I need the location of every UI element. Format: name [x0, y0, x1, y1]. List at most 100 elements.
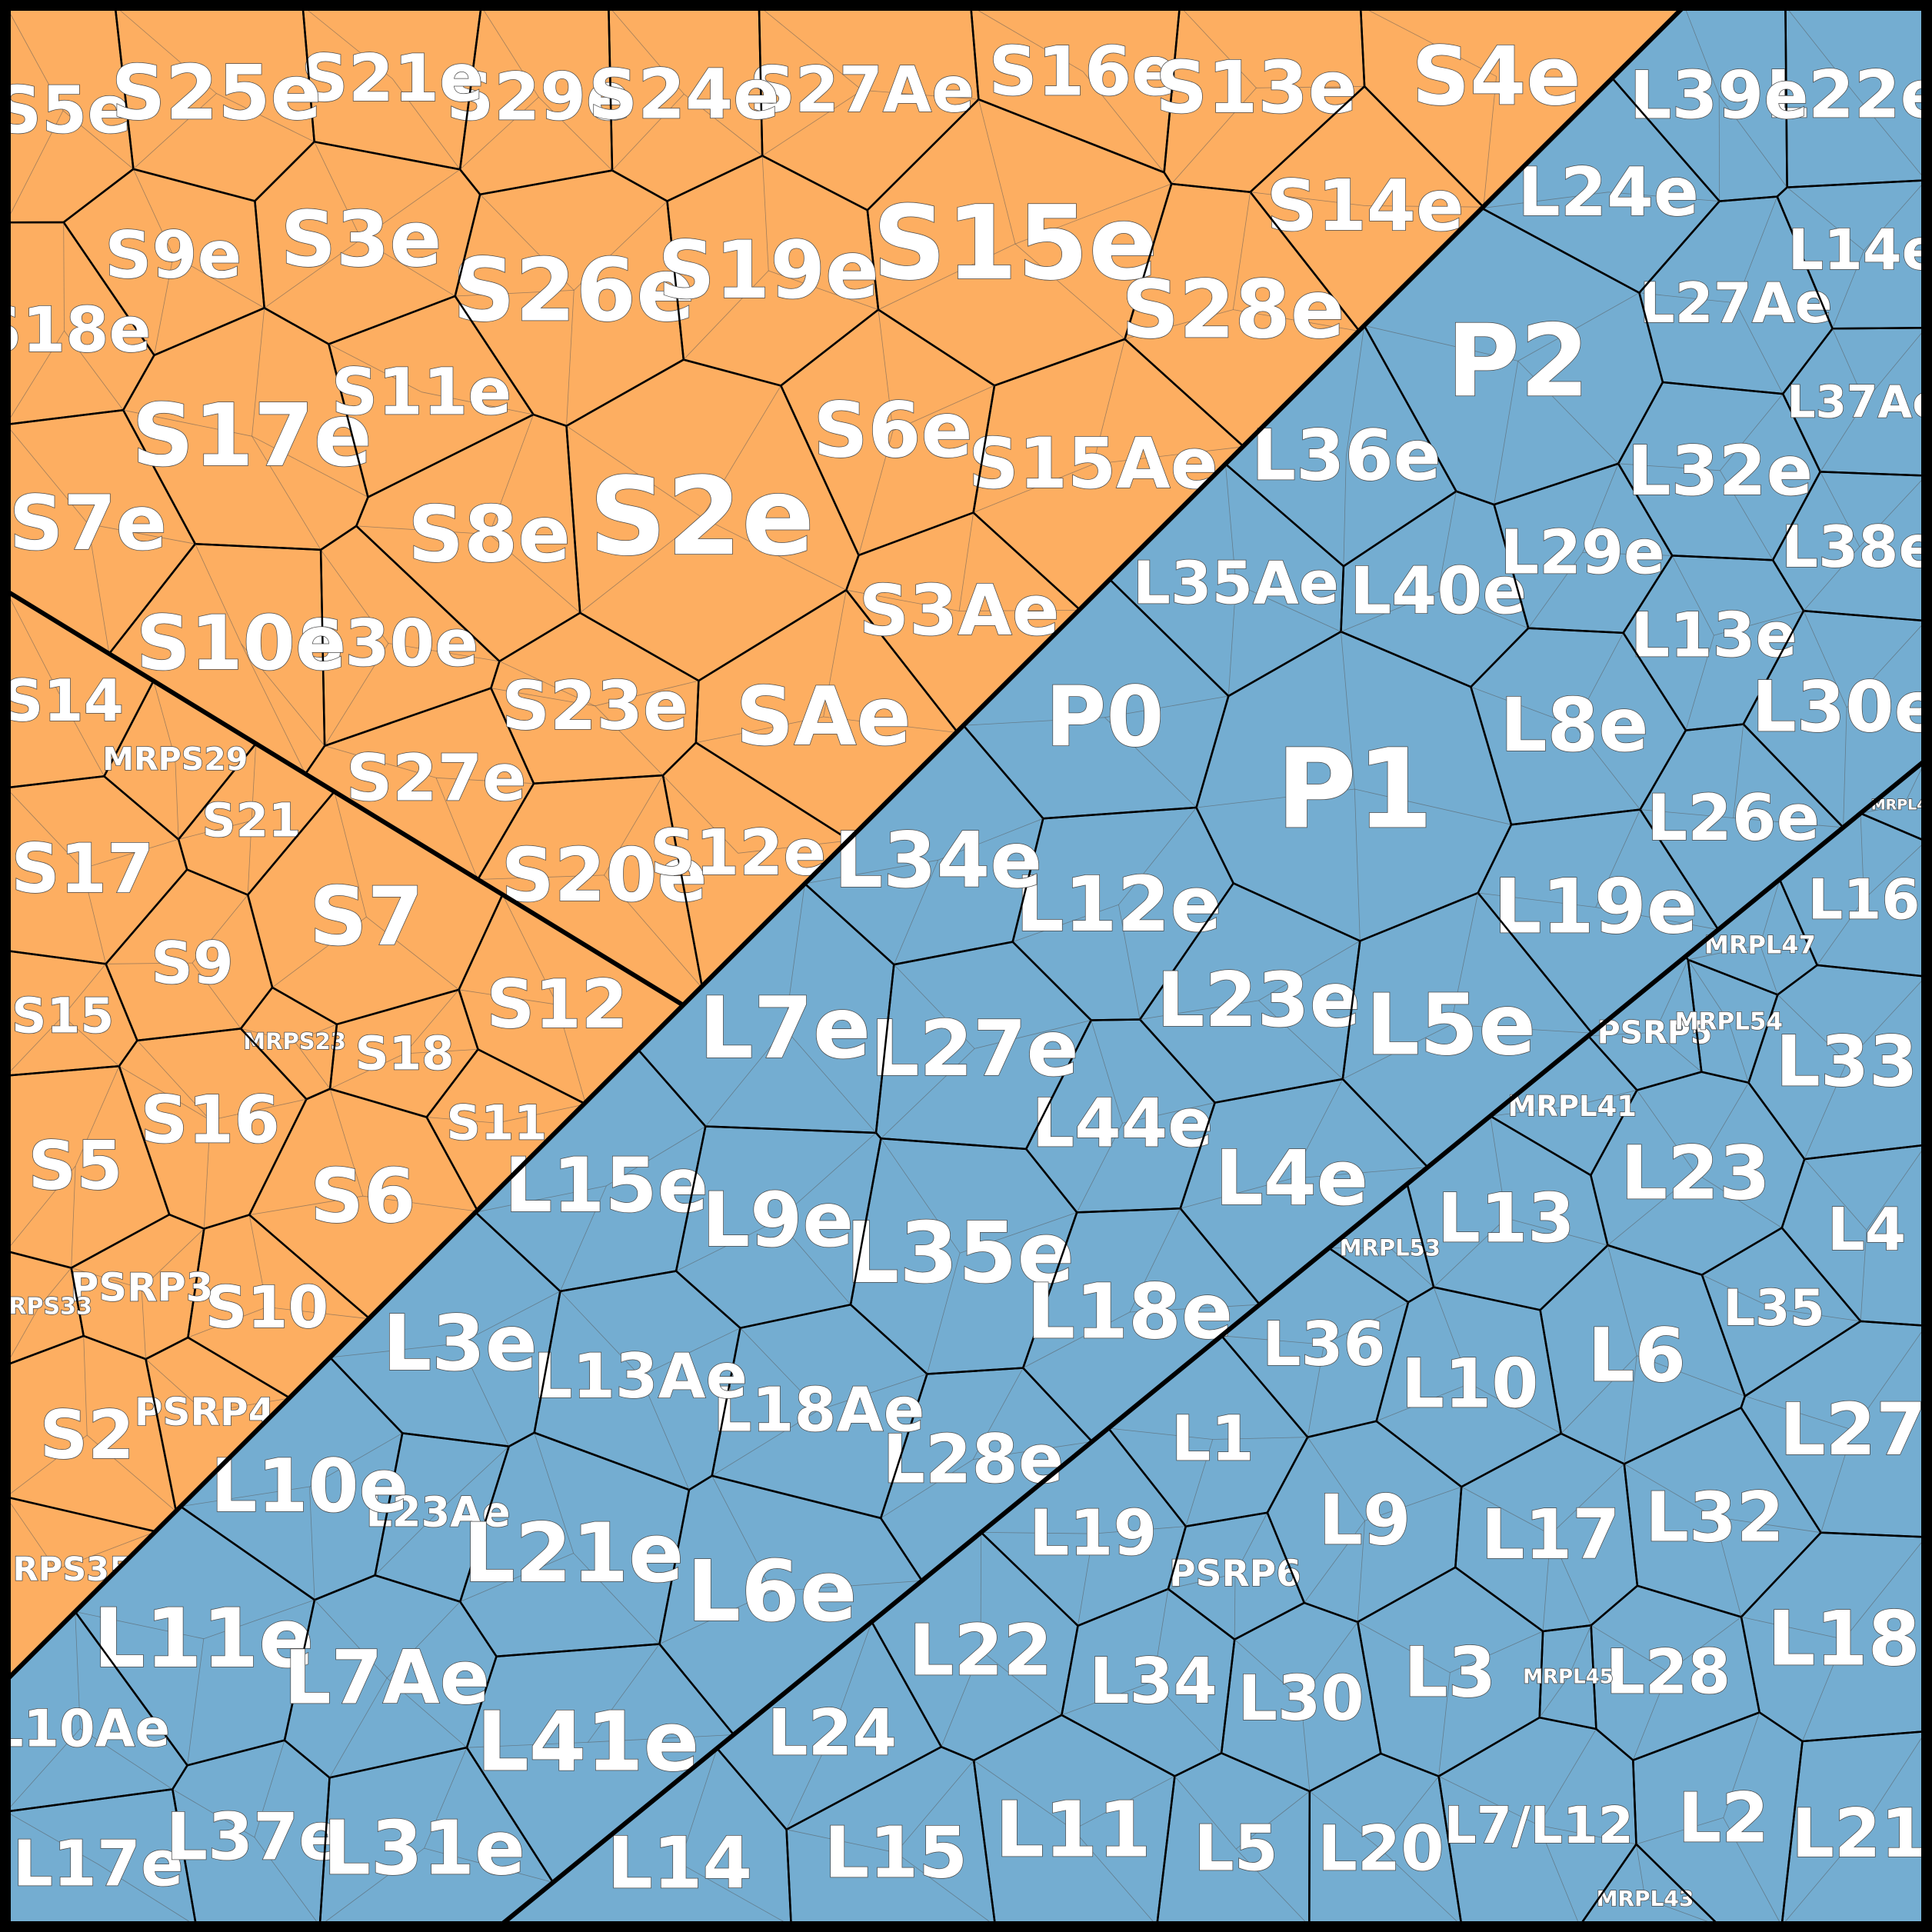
cell-l3e: L3e — [328, 1211, 561, 1447]
cell-subdivision — [1572, 1090, 1637, 1107]
cell-subdivision — [1608, 192, 1720, 202]
cell-subdivision — [1538, 1824, 1637, 1845]
cell-subdivision — [458, 989, 558, 1005]
cell-label: MRPL54 — [1675, 1008, 1783, 1036]
cell-subdivision — [203, 1120, 211, 1229]
cell-subdivision — [958, 512, 974, 611]
cell-subdivision — [1632, 1671, 1669, 1760]
cell-l4: L4 — [1780, 1144, 1927, 1327]
cell-subdivision — [5, 1434, 88, 1497]
cell-subdivision — [386, 1601, 461, 1678]
cell-label: S27e — [346, 740, 526, 815]
cell-label: L15 — [824, 1811, 968, 1894]
cell-subdivision — [758, 5, 863, 91]
cell-subdivision — [115, 5, 217, 94]
cell-l40e: L40e — [1340, 490, 1530, 688]
cell-label: L35 — [1724, 1280, 1825, 1337]
cell-subdivision — [1607, 1173, 1696, 1246]
cell-subdivision — [241, 643, 325, 747]
cell-subdivision — [1637, 1090, 1696, 1174]
cell-label: L16 — [1807, 867, 1920, 931]
cell-subdivision — [460, 1553, 574, 1602]
cell-subdivision — [123, 409, 252, 437]
cell-label: MRPL43 — [1597, 1886, 1694, 1911]
cell-subdivision — [1624, 1464, 1715, 1517]
cell-subdivision — [1171, 88, 1257, 185]
cell-subdivision — [86, 1434, 177, 1512]
cell-subdivision — [858, 430, 894, 556]
cell-s12: S12 — [458, 893, 687, 1106]
cell-subdivision — [1654, 959, 1689, 1033]
cell-subdivision — [192, 962, 242, 1029]
cell-subdivision — [1078, 1534, 1094, 1626]
cell-label: PSRP6 — [1169, 1553, 1301, 1595]
cell-subdivision — [1341, 631, 1355, 790]
cell-subdivision — [334, 791, 367, 918]
cell-subdivision — [1687, 959, 1730, 1022]
cell-l19: L19 — [979, 1427, 1188, 1627]
cell-label: L11e — [93, 1591, 314, 1686]
cell-subdivision — [604, 874, 703, 989]
cell-subdivision — [1093, 1526, 1186, 1534]
cell-subdivision — [1637, 1355, 1745, 1397]
cell-subdivision — [247, 821, 252, 895]
cell-subdivision — [895, 1852, 996, 1927]
cell-label: S28e — [1121, 263, 1344, 357]
cell-subdivision — [1364, 205, 1484, 208]
cell-subdivision — [1179, 5, 1257, 88]
cell-subdivision — [973, 1760, 1074, 1830]
cell-psrp5: PSRP5 — [1587, 954, 1713, 1091]
cell-subdivision — [1481, 192, 1609, 209]
cell-label: S7e — [9, 480, 167, 568]
cell-boundary — [283, 1574, 498, 1779]
cell-subdivision — [1376, 1383, 1471, 1422]
cell-subdivision — [248, 1214, 268, 1307]
cell-l21e: L21e — [458, 1431, 691, 1658]
cell-s10e: S10e — [108, 542, 347, 775]
cell-subdivision — [973, 1441, 1093, 1460]
cell-subdivision — [1636, 1817, 1724, 1845]
cell-l26e: L26e — [1639, 723, 1845, 931]
cell-subdivision — [1574, 724, 1641, 810]
cell-subdivision — [684, 93, 763, 156]
cell-label: L15e — [505, 1142, 708, 1230]
cell-label: S6 — [310, 1153, 415, 1240]
cell-subdivision — [1832, 250, 1864, 329]
cell-subdivision — [319, 1847, 425, 1927]
cell-label: L12e — [1016, 861, 1222, 949]
cell-subdivision — [455, 290, 575, 297]
cell-label: S26e — [453, 239, 695, 341]
cell-label: L36 — [1262, 1309, 1385, 1380]
cell-s7: S7 — [246, 790, 504, 1026]
cell-mrpl41: MRPL41 — [1488, 1034, 1638, 1177]
cell-subdivision — [588, 1734, 734, 1743]
cell-subdivision — [1760, 944, 1778, 995]
cell-subdivision — [254, 1837, 321, 1927]
cell-subdivision — [488, 414, 534, 535]
cell-label: L10Ae — [0, 1699, 170, 1759]
cell-subdivision — [460, 1291, 561, 1344]
cell-subdivision — [701, 385, 781, 518]
cell-label: S16 — [140, 1082, 280, 1159]
cell-subdivision — [496, 1104, 586, 1124]
cell-s9e: S9e — [62, 168, 266, 357]
cell-subdivision — [175, 758, 179, 840]
cell-subdivision — [1104, 717, 1197, 808]
cell-subdivision — [71, 1267, 142, 1289]
cell-label: S12e — [650, 817, 826, 890]
cell-subdivision — [1654, 1032, 1702, 1073]
cell-subdivision — [588, 1644, 660, 1743]
cell-subdivision — [1860, 813, 1864, 900]
cell-subdivision — [1291, 1167, 1428, 1179]
cell-subdivision — [1820, 471, 1860, 547]
cell-subdivision — [1118, 904, 1141, 1020]
cell-subdivision — [1118, 807, 1197, 905]
cell-subdivision — [1381, 1776, 1439, 1850]
cell-l13e: L13e — [1622, 555, 1805, 731]
cell-subdivision — [1539, 1677, 1569, 1718]
large-subunit-region: L15eL44eL4eL28eP0L23AeL12eL17eL34eL37eL2… — [0, 5, 1932, 1927]
cell-label: S2 — [40, 1396, 135, 1474]
cell-label: L4 — [1827, 1196, 1907, 1264]
cell-subdivision — [294, 1041, 331, 1089]
cell-subdivision — [118, 1065, 211, 1121]
